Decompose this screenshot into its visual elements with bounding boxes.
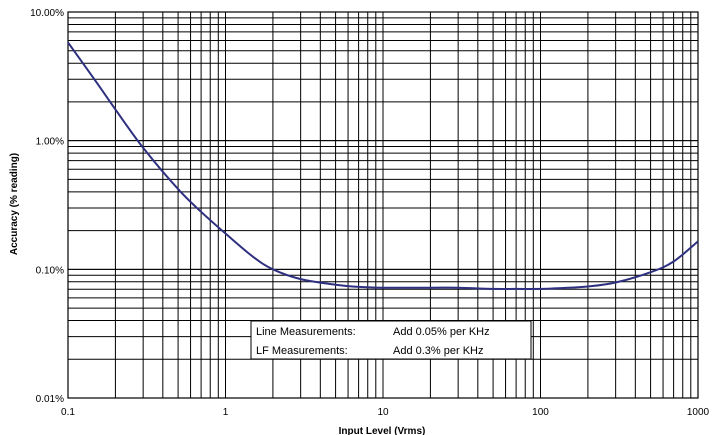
y-tick-label: 0.01%: [36, 394, 64, 405]
y-axis-title: Accuracy (% reading): [9, 153, 20, 255]
x-axis-title: Input Level (Vrms): [339, 426, 426, 435]
annotation-row-label: Line Measurements:: [256, 326, 356, 338]
x-tick-label: 1: [223, 407, 229, 418]
y-tick-labels: 10.00% 1.00% 0.10% 0.01%: [30, 8, 64, 405]
annotation-box: [250, 320, 532, 360]
annotation-row-label: LF Measurements:: [256, 345, 348, 357]
plot-frame: [67, 11, 699, 399]
y-tick-label: 1.00%: [36, 137, 64, 148]
x-tick-labels: 0.1 1 10 100 1000: [61, 407, 710, 418]
y-tick-label: 10.00%: [30, 8, 64, 19]
annotation-table: Line Measurements: Add 0.05% per KHz LF Me…: [250, 320, 532, 360]
x-tick-label: 0.1: [61, 407, 75, 418]
y-tick-label: 0.10%: [36, 265, 64, 276]
annotation-row-value: Add 0.05% per KHz: [393, 326, 490, 338]
x-tick-label: 1000: [687, 407, 710, 418]
x-tick-label: 100: [532, 407, 549, 418]
x-tick-label: 10: [377, 407, 389, 418]
accuracy-curve: [67, 41, 699, 290]
annotation-row-value: Add 0.3% per KHz: [393, 345, 484, 357]
